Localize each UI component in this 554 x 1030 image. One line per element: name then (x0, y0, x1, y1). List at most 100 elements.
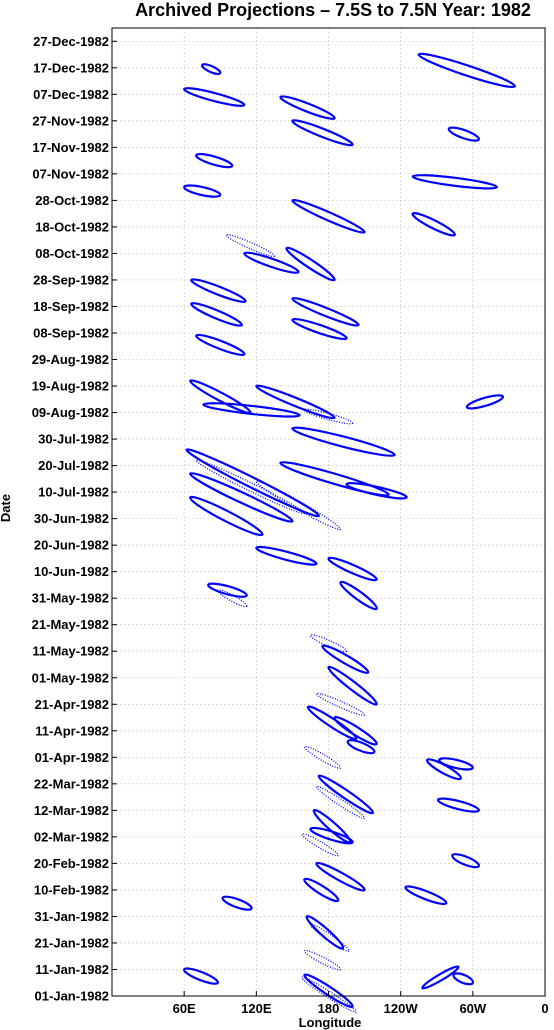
positive-contour (346, 739, 376, 755)
y-tick-label: 20-Jun-1982 (34, 538, 109, 553)
positive-contour (279, 461, 390, 497)
y-tick-label: 02-Mar-1982 (34, 829, 109, 844)
y-tick-label: 01-Apr-1982 (35, 750, 109, 765)
positive-contour (291, 296, 360, 327)
y-tick-label: 07-Dec-1982 (33, 87, 109, 102)
y-tick-label: 30-Jul-1982 (38, 432, 109, 447)
positive-contour (202, 402, 301, 418)
y-tick-label: 01-May-1982 (32, 670, 109, 685)
y-tick-label: 18-Oct-1982 (35, 219, 109, 234)
negative-contour (225, 233, 276, 258)
positive-contour (436, 797, 480, 813)
x-tick-label: 60E (173, 1001, 196, 1016)
positive-contour (421, 965, 460, 990)
positive-contour (195, 333, 246, 357)
negative-contour (301, 833, 339, 857)
positive-contour (327, 665, 378, 706)
y-tick-label: 28-Sep-1982 (33, 272, 109, 287)
y-tick-label: 11-Jan-1982 (35, 962, 109, 977)
positive-contour (189, 379, 252, 414)
y-tick-label: 18-Sep-1982 (33, 299, 109, 314)
negative-contour (309, 923, 350, 952)
positive-contour (465, 394, 505, 410)
positive-contour (452, 972, 475, 986)
y-tick-label: 11-May-1982 (32, 644, 109, 659)
y-tick-label: 11-Apr-1982 (35, 723, 109, 738)
positive-contour (312, 808, 352, 844)
y-tick-label: 08-Oct-1982 (35, 246, 109, 261)
negative-contour (315, 692, 366, 716)
chart-title: Archived Projections – 7.5S to 7.5N Year… (135, 0, 531, 20)
y-tick-label: 21-Apr-1982 (35, 697, 109, 712)
positive-contour (221, 895, 253, 911)
negative-contour (217, 589, 248, 608)
x-tick-label: 120W (384, 1001, 419, 1016)
x-tick-label: 120E (241, 1001, 272, 1016)
positive-contour (291, 119, 354, 147)
positive-contour (255, 545, 318, 566)
positive-contour (243, 251, 300, 274)
y-tick-label: 27-Nov-1982 (32, 113, 109, 128)
x-tick-label: 180 (318, 1001, 340, 1016)
positive-contour (207, 582, 248, 598)
y-tick-label: 20-Jul-1982 (38, 458, 109, 473)
y-tick-label: 07-Nov-1982 (32, 166, 109, 181)
y-axis-label: Date (0, 494, 13, 522)
positive-contour (317, 774, 375, 815)
positive-contour (185, 448, 321, 518)
positive-contour (291, 198, 366, 234)
y-tick-label: 20-Feb-1982 (34, 856, 109, 871)
positive-contour (339, 580, 378, 611)
y-tick-label: 29-Aug-1982 (32, 352, 109, 367)
negative-contour (301, 976, 357, 1013)
y-tick-label: 10-Feb-1982 (34, 882, 109, 897)
contour-layer (182, 52, 517, 1013)
positive-contour (183, 87, 246, 107)
positive-contour (305, 915, 345, 950)
y-tick-label: 10-Jul-1982 (38, 485, 109, 500)
y-tick-label: 12-Mar-1982 (34, 803, 109, 818)
positive-contour (285, 246, 336, 282)
negative-contour (255, 480, 342, 531)
positive-contour (438, 757, 474, 771)
negative-contour (315, 785, 366, 820)
y-axis: 01-Jan-1982 11-Jan-1982 21-Jan-1982 31-Jan-… (32, 34, 117, 1004)
positive-contour (315, 861, 366, 892)
y-tick-label: 21-Jan-1982 (35, 935, 109, 950)
y-tick-label: 01-Jan-1982 (35, 989, 109, 1004)
positive-contour (411, 212, 456, 237)
positive-contour (255, 384, 336, 420)
y-tick-label: 19-Aug-1982 (32, 379, 109, 394)
y-tick-label: 17-Nov-1982 (32, 140, 109, 155)
y-tick-label: 31-May-1982 (32, 591, 109, 606)
x-axis-label: Longitude (299, 1015, 362, 1030)
positive-contour (195, 152, 234, 169)
y-tick-label: 10-Jun-1982 (34, 564, 109, 579)
y-tick-label: 17-Dec-1982 (33, 60, 109, 75)
y-tick-label: 09-Aug-1982 (32, 405, 109, 420)
negative-contour (303, 745, 342, 769)
grid (112, 28, 546, 997)
positive-contour (306, 705, 358, 741)
y-tick-label: 22-Mar-1982 (34, 776, 109, 791)
positive-contour (291, 426, 396, 457)
x-tick-label: 0 (541, 1001, 548, 1016)
positive-contour (190, 302, 244, 327)
positive-contour (345, 482, 408, 500)
positive-contour (321, 644, 370, 674)
negative-contour (303, 408, 354, 425)
positive-contour (279, 95, 336, 120)
positive-contour (303, 973, 354, 1009)
y-tick-label: 21-May-1982 (32, 617, 109, 632)
positive-contour (183, 184, 222, 198)
negative-contour (309, 634, 348, 653)
positive-contour (182, 967, 220, 985)
x-axis: 60E 120E 180 120W 60W 0 (173, 991, 549, 1016)
positive-contour (451, 853, 481, 869)
y-tick-label: 30-Jun-1982 (34, 511, 109, 526)
positive-contour (303, 877, 340, 903)
positive-contour (417, 52, 517, 89)
positive-contour (447, 126, 480, 142)
x-tick-label: 60W (459, 1001, 486, 1016)
